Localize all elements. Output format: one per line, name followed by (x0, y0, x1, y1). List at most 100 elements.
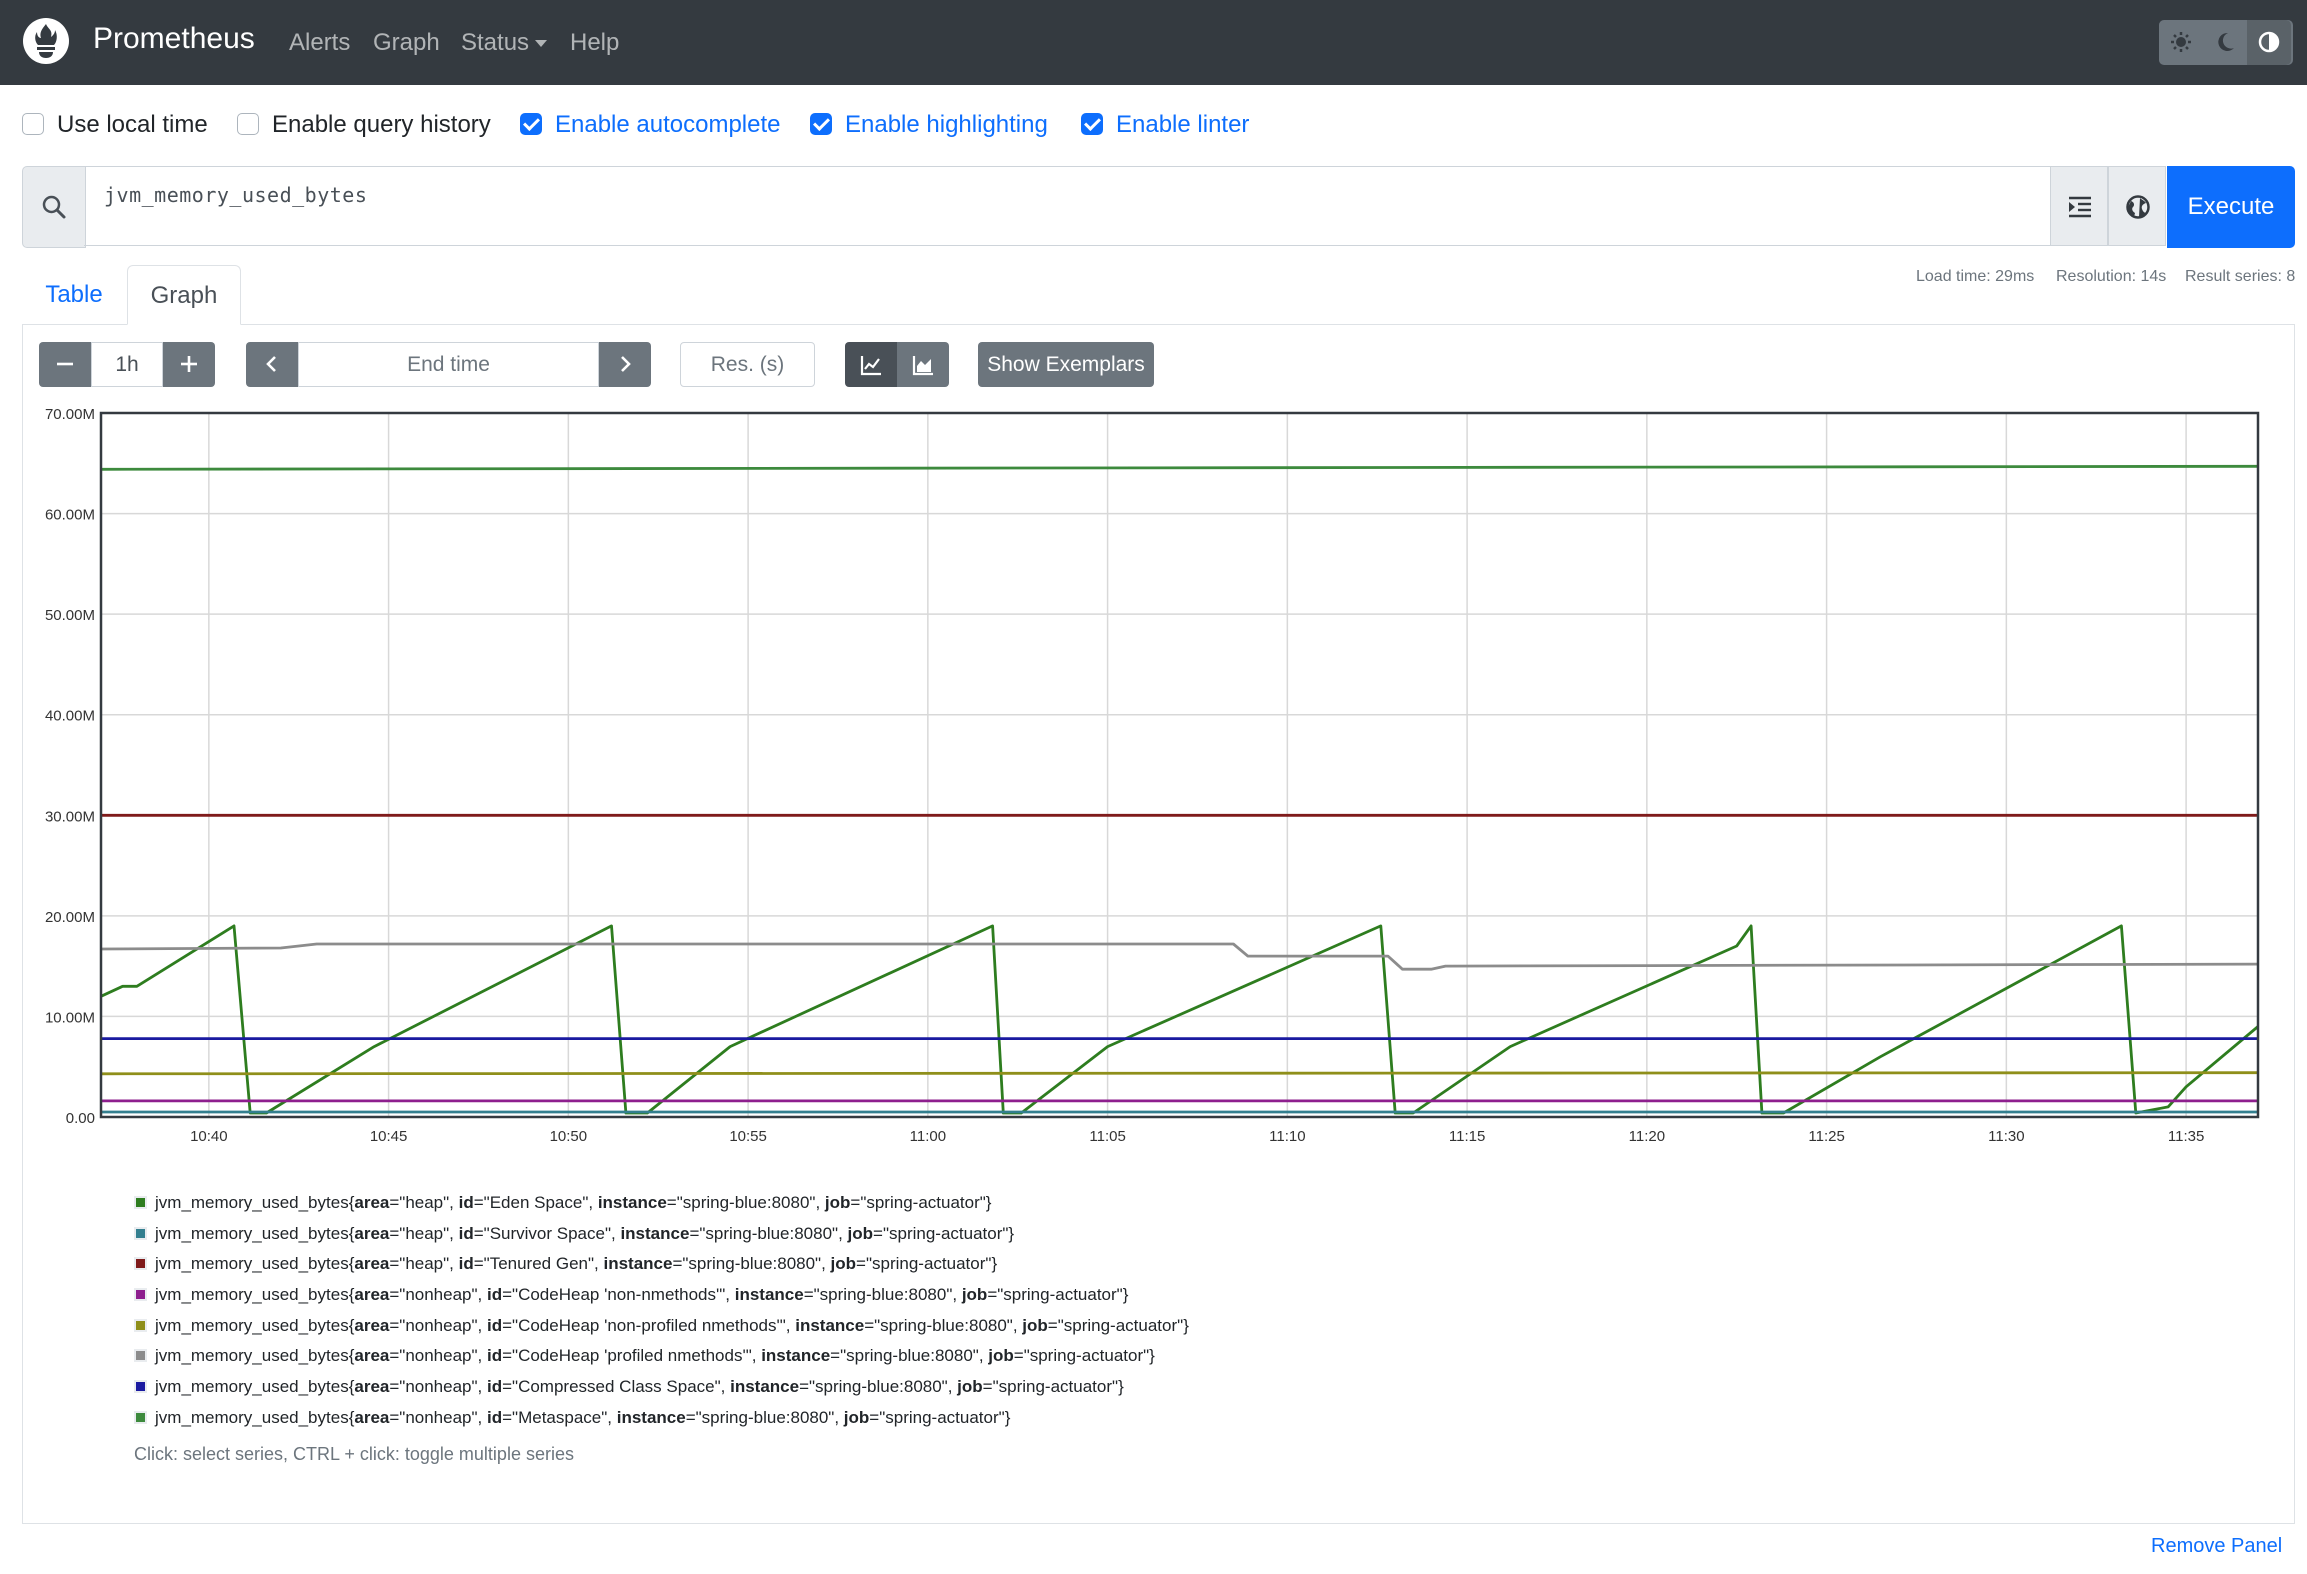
autocomplete-checkbox[interactable] (520, 113, 542, 135)
legend-label: jvm_memory_used_bytes{area="nonheap", id… (155, 1377, 1124, 1397)
unstacked-chart-button[interactable] (845, 342, 897, 387)
tab-table[interactable]: Table (45, 281, 103, 308)
x-tick-label: 11:10 (1269, 1128, 1305, 1145)
nav-status[interactable]: Status (461, 29, 548, 57)
legend-label: jvm_memory_used_bytes{area="nonheap", id… (155, 1407, 1011, 1427)
nav-status-label: Status (461, 29, 530, 56)
result-series-stat: Result series: 8 (2185, 268, 2296, 285)
prometheus-logo-icon[interactable] (22, 17, 70, 65)
legend-swatch (134, 1196, 147, 1209)
option-label: Enable autocomplete (555, 111, 781, 138)
y-tick-label: 30.00M (45, 808, 95, 825)
tab-graph[interactable]: Graph (127, 265, 241, 325)
graph-panel (22, 324, 2295, 1524)
legend-item[interactable]: jvm_memory_used_bytes{area="nonheap", id… (134, 1407, 1534, 1438)
adjust-icon (2258, 31, 2280, 53)
legend-swatch (134, 1318, 147, 1332)
brand-title[interactable]: Prometheus (93, 22, 255, 55)
execute-button[interactable]: Execute (2167, 166, 2295, 248)
legend-label: jvm_memory_used_bytes{area="heap", id="S… (155, 1223, 1015, 1243)
memory-usage-chart[interactable]: 0.00 10.00M 20.00M 30.00M 40.00M 50.00M 60.00M… (0, 395, 2307, 1175)
legend-item[interactable]: jvm_memory_used_bytes{area="heap", id="S… (134, 1223, 1534, 1254)
series-legend: jvm_memory_used_bytes{area="heap", id="E… (134, 1192, 1534, 1438)
chart-series[interactable] (100, 464, 2259, 1115)
x-tick-label: 11:05 (1089, 1128, 1125, 1145)
resolution-stat: Resolution: 14s (2056, 268, 2167, 285)
legend-label: jvm_memory_used_bytes{area="nonheap", id… (155, 1315, 1189, 1335)
minus-icon (57, 362, 73, 366)
sun-icon (2171, 32, 2191, 52)
legend-swatch (134, 1288, 147, 1302)
y-tick-label: 20.00M (45, 909, 95, 926)
show-exemplars-button[interactable]: Show Exemplars (978, 342, 1154, 387)
nav-graph[interactable]: Graph (373, 29, 440, 56)
legend-swatch (134, 1257, 147, 1271)
caret-down-icon (535, 40, 548, 48)
x-tick-label: 11:25 (1808, 1128, 1844, 1145)
legend-item[interactable]: jvm_memory_used_bytes{area="nonheap", id… (134, 1376, 1534, 1407)
query-expression-input[interactable]: jvm_memory_used_bytes (84, 166, 2070, 246)
legend-hint: Click: select series, CTRL + click: togg… (134, 1444, 574, 1464)
x-tick-label: 11:30 (1988, 1128, 2024, 1145)
query-history-checkbox[interactable] (237, 113, 259, 135)
chevron-left-icon (266, 356, 276, 372)
increase-range-button[interactable] (163, 342, 215, 387)
legend-label: jvm_memory_used_bytes{area="heap", id="T… (155, 1254, 998, 1274)
range-input[interactable]: 1h (91, 342, 163, 387)
remove-panel-link[interactable]: Remove Panel (2151, 1535, 2283, 1557)
series-line-5[interactable] (100, 1071, 2259, 1076)
option-label: Enable linter (1116, 111, 1250, 138)
dark-theme-button[interactable] (2203, 20, 2247, 65)
legend-item[interactable]: jvm_memory_used_bytes{area="nonheap", id… (134, 1315, 1534, 1346)
format-expression-button[interactable] (2050, 166, 2108, 246)
tab-divider (22, 324, 2295, 325)
search-addon (22, 166, 86, 248)
series-line-8[interactable] (100, 464, 2259, 471)
indent-icon (2069, 196, 2091, 218)
nav-help[interactable]: Help (570, 29, 620, 56)
y-tick-label: 10.00M (45, 1009, 95, 1026)
legend-label: jvm_memory_used_bytes{area="nonheap", id… (155, 1285, 1129, 1305)
legend-item[interactable]: jvm_memory_used_bytes{area="nonheap", id… (134, 1345, 1534, 1376)
chevron-right-icon (621, 356, 631, 372)
legend-item[interactable]: jvm_memory_used_bytes{area="heap", id="E… (134, 1192, 1534, 1223)
plot-frame (99, 411, 2260, 1119)
series-line-6[interactable] (100, 942, 2259, 971)
area-chart-icon (912, 356, 933, 376)
metrics-explorer-button[interactable] (2108, 166, 2166, 246)
auto-theme-button[interactable] (2247, 20, 2291, 65)
search-icon (42, 195, 66, 219)
previous-time-button[interactable] (246, 342, 298, 387)
x-tick-label: 10:55 (729, 1128, 767, 1145)
legend-swatch (134, 1410, 147, 1424)
option-label: Use local time (57, 111, 208, 138)
x-tick-label: 10:50 (550, 1128, 588, 1145)
moon-icon (2218, 32, 2234, 51)
light-theme-button[interactable] (2159, 20, 2203, 65)
legend-swatch (134, 1226, 147, 1240)
option-label: Enable query history (272, 111, 491, 138)
resolution-input[interactable]: Res. (s) (680, 342, 815, 387)
use-local-time-checkbox[interactable] (22, 113, 44, 135)
stacked-chart-button[interactable] (897, 342, 949, 387)
theme-toggle-group (2159, 20, 2293, 65)
legend-label: jvm_memory_used_bytes{area="heap", id="E… (155, 1193, 992, 1212)
x-tick-label: 11:00 (910, 1128, 946, 1145)
nav-alerts[interactable]: Alerts (289, 29, 351, 56)
load-time-stat: Load time: 29ms (1916, 268, 2035, 285)
legend-item[interactable]: jvm_memory_used_bytes{area="nonheap", id… (134, 1284, 1534, 1315)
linter-checkbox[interactable] (1081, 113, 1103, 135)
legend-item[interactable]: jvm_memory_used_bytes{area="heap", id="T… (134, 1253, 1534, 1284)
series-line-1[interactable] (100, 924, 2259, 1115)
decrease-range-button[interactable] (39, 342, 91, 387)
x-tick-label: 10:40 (190, 1128, 228, 1145)
y-tick-label: 40.00M (45, 708, 95, 725)
option-label: Enable highlighting (845, 111, 1048, 138)
y-tick-label: 0.00 (66, 1110, 95, 1127)
highlighting-checkbox[interactable] (810, 113, 832, 135)
legend-label: jvm_memory_used_bytes{area="nonheap", id… (155, 1346, 1155, 1366)
x-tick-label: 11:35 (2168, 1128, 2204, 1145)
next-time-button[interactable] (599, 342, 651, 387)
end-time-input[interactable]: End time (298, 342, 599, 387)
line-chart-icon (860, 356, 881, 376)
